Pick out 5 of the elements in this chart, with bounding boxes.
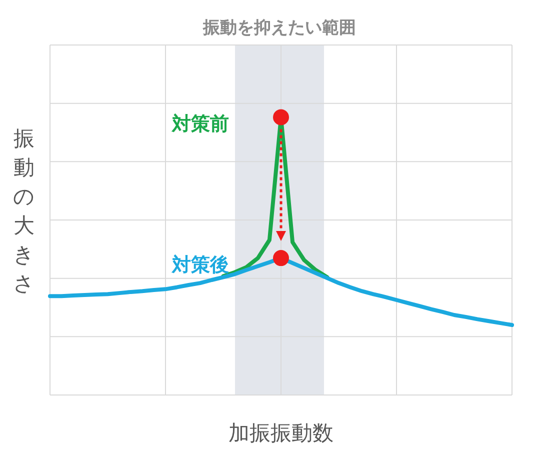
y-axis-title: 振動の大きさ (13, 126, 35, 296)
text: 対策前 (171, 113, 229, 136)
series-label: 対策後 (171, 254, 229, 276)
text: 振動を抑えたい範囲 (202, 18, 356, 38)
x-axis-title: 加振振動数 (228, 421, 334, 445)
